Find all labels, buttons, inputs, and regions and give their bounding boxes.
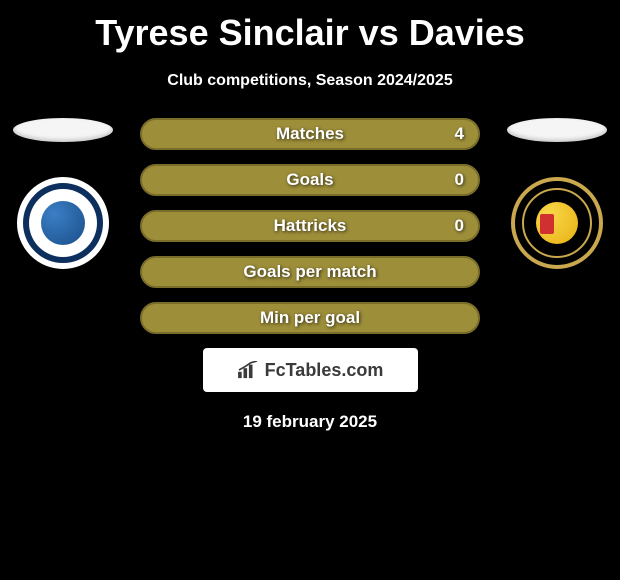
left-player-placeholder bbox=[13, 118, 113, 142]
stat-bar-hattricks: Hattricks 0 bbox=[140, 210, 480, 242]
logo-box: FcTables.com bbox=[203, 348, 418, 392]
stat-bar-goals: Goals 0 bbox=[140, 164, 480, 196]
right-player-placeholder bbox=[507, 118, 607, 142]
stat-value: 4 bbox=[455, 124, 464, 144]
left-player-column bbox=[8, 118, 118, 269]
stat-label: Min per goal bbox=[260, 308, 360, 328]
stat-bar-goals-per-match: Goals per match bbox=[140, 256, 480, 288]
stat-label: Goals bbox=[286, 170, 333, 190]
badge-accent bbox=[540, 214, 554, 234]
page-subtitle: Club competitions, Season 2024/2025 bbox=[0, 72, 620, 90]
chart-icon bbox=[237, 361, 259, 379]
stat-value: 0 bbox=[455, 216, 464, 236]
badge-inner-ring bbox=[29, 189, 97, 257]
stat-label: Goals per match bbox=[243, 262, 376, 282]
badge-inner-ring bbox=[522, 188, 592, 258]
right-player-column bbox=[502, 118, 612, 269]
stat-label: Hattricks bbox=[274, 216, 347, 236]
logo-text: FcTables.com bbox=[265, 360, 384, 381]
left-club-badge bbox=[17, 177, 109, 269]
right-club-badge bbox=[511, 177, 603, 269]
badge-center bbox=[41, 201, 85, 245]
stat-bar-matches: Matches 4 bbox=[140, 118, 480, 150]
page-title: Tyrese Sinclair vs Davies bbox=[0, 0, 620, 54]
logo-content: FcTables.com bbox=[237, 360, 384, 381]
badge-center bbox=[536, 202, 578, 244]
stat-value: 0 bbox=[455, 170, 464, 190]
stat-bar-min-per-goal: Min per goal bbox=[140, 302, 480, 334]
stat-label: Matches bbox=[276, 124, 344, 144]
stats-list: Matches 4 Goals 0 Hattricks 0 Goals per … bbox=[140, 118, 480, 334]
content-area: Matches 4 Goals 0 Hattricks 0 Goals per … bbox=[0, 118, 620, 432]
date-text: 19 february 2025 bbox=[0, 412, 620, 432]
